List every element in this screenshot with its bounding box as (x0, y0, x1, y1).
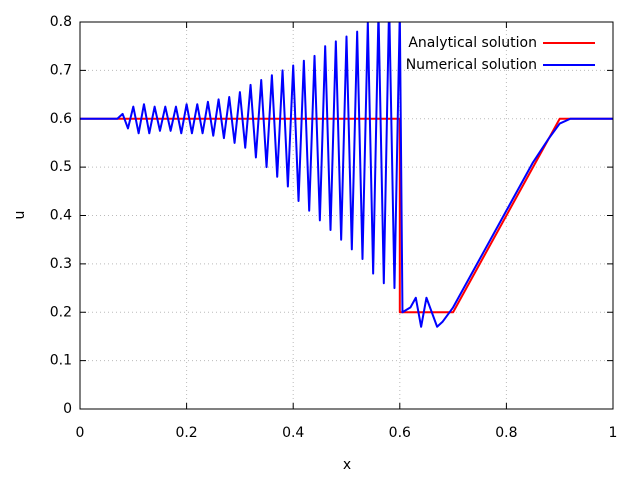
plot-frame (79, 21, 614, 410)
y-tick-label: 0.2 (50, 304, 72, 320)
y-tick-label: 0.5 (50, 159, 72, 175)
x-tick-label: 0.6 (389, 425, 411, 441)
legend: Analytical solution Numerical solution (406, 35, 595, 73)
x-tick-label: 0.2 (175, 425, 197, 441)
legend-label: Analytical solution (408, 35, 537, 51)
y-tick-label: 0.8 (50, 14, 72, 30)
y-tick-label: 0.7 (50, 62, 72, 78)
y-tick-label: 0.1 (50, 353, 72, 369)
line-layer (80, 22, 613, 328)
y-tick-label: 0 (63, 401, 72, 417)
y-tick-label: 0.4 (50, 208, 72, 224)
data-line (80, 117, 613, 314)
y-tick-label: 0.6 (50, 111, 72, 127)
y-axis-label: u (12, 211, 28, 220)
x-tick-label: 1 (609, 425, 618, 441)
x-tick-label: 0 (76, 425, 85, 441)
legend-label: Numerical solution (406, 57, 537, 73)
x-tick-label: 0.4 (282, 425, 304, 441)
grid-layer (79, 21, 614, 410)
x-tick-label: 0.8 (495, 425, 517, 441)
y-tick-label: 0.3 (50, 256, 72, 272)
data-line (80, 22, 613, 328)
x-axis-label: x (343, 457, 351, 473)
